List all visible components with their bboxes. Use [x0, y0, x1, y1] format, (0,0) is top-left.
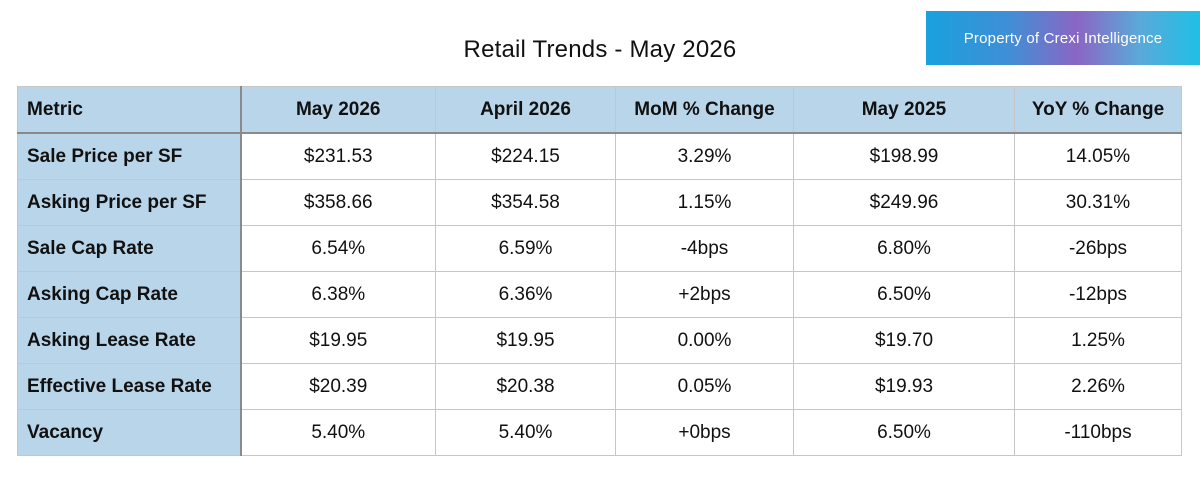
row-label-cell: Asking Cap Rate — [17, 271, 242, 318]
cell-may-2026: $19.95 — [240, 317, 436, 364]
cell-april-2026: $354.58 — [435, 179, 616, 226]
column-header-may-2025: May 2025 — [793, 86, 1015, 134]
cell-mom-change: 0.05% — [615, 363, 794, 410]
row-label-cell: Effective Lease Rate — [17, 363, 242, 410]
row-label-cell: Asking Lease Rate — [17, 317, 242, 364]
cell-may-2026: 5.40% — [240, 409, 436, 456]
cell-mom-change: +2bps — [615, 271, 794, 318]
column-header-metric: Metric — [17, 86, 242, 134]
cell-yoy-change: -110bps — [1014, 409, 1182, 456]
cell-may-2025: $19.70 — [793, 317, 1015, 364]
cell-mom-change: 3.29% — [615, 132, 794, 180]
cell-may-2025: $19.93 — [793, 363, 1015, 410]
cell-april-2026: $20.38 — [435, 363, 616, 410]
cell-yoy-change: -12bps — [1014, 271, 1182, 318]
cell-april-2026: 6.59% — [435, 225, 616, 272]
cell-may-2026: 6.38% — [240, 271, 436, 318]
cell-mom-change: -4bps — [615, 225, 794, 272]
table-row: Sale Price per SF $231.53 $224.15 3.29% $198… — [17, 132, 1182, 180]
column-header-yoy-change: YoY % Change — [1014, 86, 1182, 134]
cell-yoy-change: 2.26% — [1014, 363, 1182, 410]
cell-may-2025: $198.99 — [793, 132, 1015, 180]
row-label-cell: Vacancy — [17, 409, 242, 456]
watermark-badge: Property of Crexi Intelligence — [926, 11, 1200, 65]
page-title: Retail Trends - May 2026 — [463, 36, 737, 63]
cell-may-2025: $249.96 — [793, 179, 1015, 226]
cell-yoy-change: 30.31% — [1014, 179, 1182, 226]
cell-mom-change: 1.15% — [615, 179, 794, 226]
cell-yoy-change: 1.25% — [1014, 317, 1182, 364]
table-row: Asking Lease Rate $19.95 $19.95 0.00% $19.70… — [17, 317, 1182, 364]
table-row: Asking Cap Rate 6.38% 6.36% +2bps 6.50% -12bp… — [17, 271, 1182, 318]
column-header-mom-change: MoM % Change — [615, 86, 794, 134]
cell-april-2026: $19.95 — [435, 317, 616, 364]
cell-may-2025: 6.50% — [793, 271, 1015, 318]
cell-may-2026: $231.53 — [240, 132, 436, 180]
table-row: Vacancy 5.40% 5.40% +0bps 6.50% -110bps — [17, 409, 1182, 456]
row-label-cell: Sale Price per SF — [17, 132, 242, 180]
cell-mom-change: +0bps — [615, 409, 794, 456]
cell-yoy-change: 14.05% — [1014, 132, 1182, 180]
cell-mom-change: 0.00% — [615, 317, 794, 364]
table-row: Effective Lease Rate $20.39 $20.38 0.05% $19… — [17, 363, 1182, 410]
column-header-may-2026: May 2026 — [240, 86, 436, 134]
retail-trends-table: Metric May 2026 April 2026 MoM % Change … — [17, 86, 1182, 456]
table-header-row: Metric May 2026 April 2026 MoM % Change … — [17, 86, 1182, 134]
row-label-cell: Asking Price per SF — [17, 179, 242, 226]
cell-april-2026: 6.36% — [435, 271, 616, 318]
cell-april-2026: $224.15 — [435, 132, 616, 180]
cell-april-2026: 5.40% — [435, 409, 616, 456]
cell-yoy-change: -26bps — [1014, 225, 1182, 272]
cell-may-2025: 6.80% — [793, 225, 1015, 272]
cell-may-2026: 6.54% — [240, 225, 436, 272]
cell-may-2026: $20.39 — [240, 363, 436, 410]
cell-may-2025: 6.50% — [793, 409, 1015, 456]
cell-may-2026: $358.66 — [240, 179, 436, 226]
table-row: Asking Price per SF $358.66 $354.58 1.15% $2… — [17, 179, 1182, 226]
column-header-april-2026: April 2026 — [435, 86, 616, 134]
row-label-cell: Sale Cap Rate — [17, 225, 242, 272]
table-body: Sale Price per SF $231.53 $224.15 3.29% $198… — [17, 132, 1182, 456]
table-row: Sale Cap Rate 6.54% 6.59% -4bps 6.80% -26bps — [17, 225, 1182, 272]
